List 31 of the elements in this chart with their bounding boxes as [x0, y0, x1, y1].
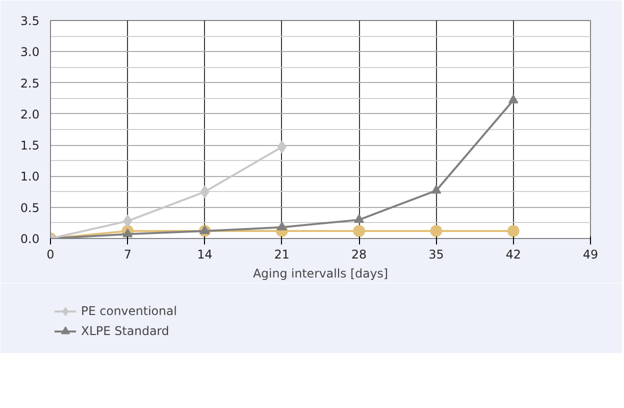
point	[508, 94, 518, 104]
x-tick-label: 7	[124, 248, 132, 262]
x-tick-label: 21	[274, 248, 290, 262]
point	[431, 184, 442, 194]
legend-label: PE conventional	[81, 304, 177, 318]
point	[507, 225, 520, 238]
point	[200, 225, 210, 234]
point	[277, 140, 286, 154]
point	[276, 222, 287, 230]
y-tick-label: 0.5	[20, 200, 40, 215]
point	[430, 225, 442, 238]
y-tick-label: 1.0	[20, 170, 40, 184]
y-tick-label: 2.5	[20, 76, 40, 90]
y-tick-label: 3.5	[20, 14, 40, 28]
y-tick-label: 0.0	[20, 232, 40, 246]
x-tick-label: 42	[506, 248, 522, 262]
y-tick-label: 2.0	[20, 107, 40, 122]
x-tick-label: 14	[197, 248, 212, 262]
point	[122, 228, 133, 238]
x-tick-label: 49	[582, 248, 598, 262]
y-tick-label: 3.0	[20, 45, 40, 60]
x-tick-label: 35	[428, 248, 444, 262]
x-tick-label: 28	[351, 248, 367, 262]
legend-label: XLPE Standard	[81, 324, 170, 338]
point	[353, 225, 366, 238]
point	[354, 214, 364, 223]
x-tick-label: 0	[46, 248, 54, 262]
y-tick-label: 1.5	[20, 138, 40, 153]
x-axis-title: Aging intervalls [days]	[252, 266, 388, 280]
point	[200, 185, 210, 198]
point	[123, 214, 132, 228]
